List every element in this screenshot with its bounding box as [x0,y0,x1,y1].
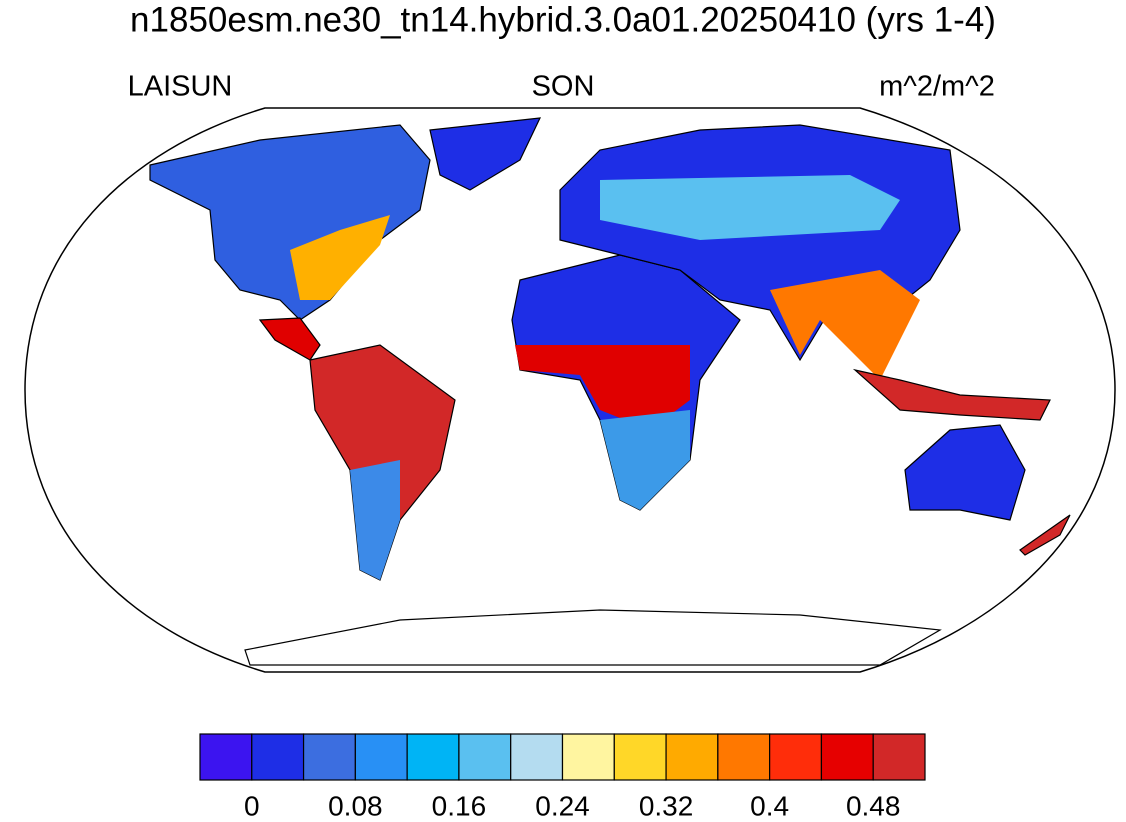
colorbar-box [251,733,305,781]
title: n1850esm.ne30_tn14.hybrid.3.0a01.2025041… [130,0,996,39]
eurasia-central [600,175,900,240]
australia [904,424,1026,521]
south-asia [770,270,920,380]
africa-south [600,410,690,510]
colorbar-box [199,733,253,781]
colorbar-box [665,733,719,781]
colorbar-box [561,733,615,781]
colorbar-tick-label: 0.32 [639,790,694,821]
colorbar-box [510,733,564,781]
colorbar-box [872,733,926,781]
colorbar-box [458,733,512,781]
colorbar-box [717,733,771,781]
colorbar-box [820,733,874,781]
colorbar-tick-label: 0.16 [432,790,487,821]
north-america [149,124,431,321]
colorbar-box [406,733,460,781]
colorbar-box [613,733,667,781]
colorbar-tick-label: 0.08 [328,790,383,821]
colorbar-tick-label: 0.24 [535,790,590,821]
maritime-continent [852,368,1051,421]
greenland [429,117,542,191]
antarctica [244,609,942,666]
variable-label: LAISUN [128,71,233,103]
colorbar-box [302,733,356,781]
map [24,107,1116,673]
units-label: m^2/m^2 [879,71,995,103]
new-zealand [1019,514,1071,556]
africa-tropics [515,345,690,430]
colorbar-box [769,733,823,781]
colorbar-tick-label: 0 [244,790,260,821]
north-america-east [290,215,390,300]
colorbar-tick-label: 0.48 [846,790,901,821]
south-america-south [350,460,400,580]
colorbar-tick-label: 0.4 [750,790,789,821]
central-america [258,317,321,361]
colorbar-box [354,733,408,781]
season-label: SON [532,71,595,103]
